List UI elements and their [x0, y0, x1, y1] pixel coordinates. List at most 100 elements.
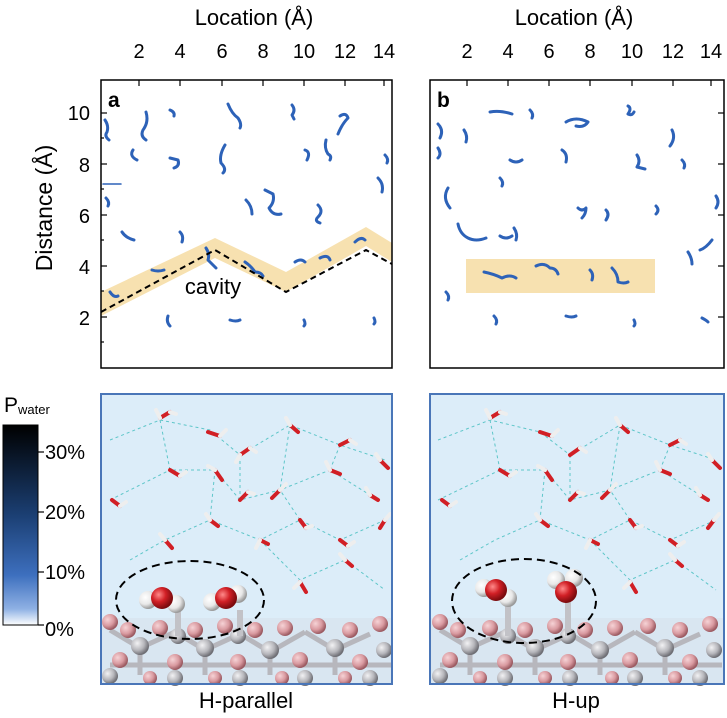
colorbar-tick-10: 10%	[45, 562, 85, 584]
traj-b-24	[482, 270, 518, 280]
traj-b-6	[462, 128, 469, 144]
traj-b-17	[654, 204, 660, 216]
snapshot-left-waters	[110, 408, 392, 594]
traj-a-2	[140, 110, 149, 142]
snapshot-right-waters	[440, 408, 722, 594]
traj-b-5	[436, 122, 444, 140]
traj-a-18	[120, 230, 136, 242]
traj-b-28	[444, 290, 451, 302]
snapshot-right-ellipse	[451, 558, 597, 644]
traj-a-19	[178, 230, 185, 244]
colorbar-gradient	[2, 424, 39, 626]
colorbar-title: Pwater	[4, 394, 50, 417]
snapshot-right-frame	[429, 393, 725, 685]
panel-b: Location (Å) 2 4 6 8 10 12 14	[429, 5, 725, 369]
traj-b-14	[498, 176, 505, 188]
traj-b-32	[700, 316, 710, 324]
panel-a-ytick-2: 2	[79, 308, 90, 330]
traj-a-14	[376, 176, 384, 194]
panel-b-xtick-8: 8	[584, 41, 595, 63]
traj-a-16	[263, 188, 283, 216]
traj-b-16	[604, 208, 610, 222]
panel-a-ytick-10: 10	[68, 103, 90, 125]
panel-a-frame	[100, 79, 393, 369]
panel-a-xlabel: Location (Å)	[195, 5, 314, 30]
panel-a-trajectories	[102, 102, 390, 328]
panel-a-ytick-8: 8	[79, 155, 90, 177]
panel-b-trajectories	[436, 104, 720, 328]
traj-a-29	[228, 318, 242, 323]
traj-b-19	[456, 222, 488, 242]
panel-a-ticks	[101, 80, 385, 343]
traj-b-3	[564, 117, 590, 128]
panel-b-letter: b	[437, 89, 450, 112]
snapshot-left-frame	[100, 393, 393, 685]
traj-a-8	[168, 156, 180, 170]
panel-b-xtick-6: 6	[543, 41, 554, 63]
panel-b-xtick-2: 2	[461, 41, 472, 63]
snapshot-left-surface	[101, 614, 392, 686]
traj-a-22	[243, 260, 265, 278]
panel-a-cavity-line	[100, 248, 393, 313]
traj-b-4	[626, 104, 636, 117]
snapshot-h-parallel: H-parallel	[100, 393, 393, 713]
panel-a-ylabel: Distance (Å)	[30, 145, 57, 272]
snapshot-right-adsorbed-waters	[475, 569, 583, 636]
traj-a-24	[318, 254, 332, 262]
panel-a-xtick-labels: 2 4 6 8 10 12 14	[133, 41, 395, 63]
snapshot-right-caption: H-up	[552, 688, 600, 713]
panel-a-ytick-labels: 10 8 6 4 2	[68, 103, 90, 330]
traj-a-3	[168, 108, 176, 118]
traj-a-12	[383, 153, 390, 165]
traj-b-9	[508, 158, 524, 164]
traj-b-29	[492, 314, 499, 326]
panel-a-cavity-label: cavity	[185, 274, 241, 299]
snapshot-left-caption: H-parallel	[199, 688, 293, 713]
traj-b-22	[698, 238, 714, 252]
traj-b-23	[686, 250, 694, 266]
traj-a-15	[244, 198, 254, 216]
panel-b-xtick-4: 4	[502, 41, 513, 63]
panel-b-xtick-labels: 2 4 6 8 10 12 14	[461, 41, 722, 63]
traj-b-18	[714, 194, 720, 210]
panel-a-letter: a	[108, 89, 120, 112]
colorbar: Pwater 30% 20% 10% 0%	[2, 394, 85, 641]
traj-b-31	[632, 318, 637, 328]
traj-a-1	[103, 118, 111, 142]
snapshot-h-up: H-up	[429, 393, 725, 713]
snapshot-left-adsorbed-waters	[139, 585, 247, 636]
panel-a-xtick-4: 4	[174, 41, 185, 63]
panel-b-xlabel: Location (Å)	[515, 5, 634, 30]
traj-a-20	[104, 196, 111, 208]
panel-b-ticks	[466, 80, 724, 318]
traj-a-7	[130, 148, 139, 162]
traj-b-30	[564, 314, 578, 319]
traj-b-7	[668, 128, 676, 148]
traj-a-9	[219, 143, 227, 175]
traj-b-20	[498, 234, 514, 240]
traj-b-13	[443, 186, 452, 210]
colorbar-tick-0: 0%	[45, 619, 74, 641]
traj-b-2	[528, 108, 535, 120]
panel-b-frame	[429, 79, 725, 369]
traj-a-25	[353, 236, 367, 244]
panel-b-xtick-14: 14	[700, 41, 722, 63]
traj-b-11	[635, 153, 647, 171]
panel-a-xtick-2: 2	[133, 41, 144, 63]
traj-a-30	[302, 318, 307, 328]
traj-a-23	[293, 258, 307, 264]
panel-a-cavity-highlight	[101, 227, 392, 316]
traj-a-28	[165, 314, 172, 328]
traj-a-17	[314, 203, 323, 225]
traj-a-6	[336, 112, 350, 136]
panel-a-xtick-14: 14	[373, 41, 395, 63]
panel-a-xtick-8: 8	[257, 41, 268, 63]
snapshot-left-ellipse	[115, 560, 265, 640]
traj-a-5	[290, 103, 296, 121]
panel-a-ytick-6: 6	[79, 206, 90, 228]
traj-b-10	[560, 148, 568, 164]
traj-b-25	[534, 262, 560, 276]
traj-b-26	[588, 268, 595, 282]
traj-b-12	[680, 158, 687, 170]
